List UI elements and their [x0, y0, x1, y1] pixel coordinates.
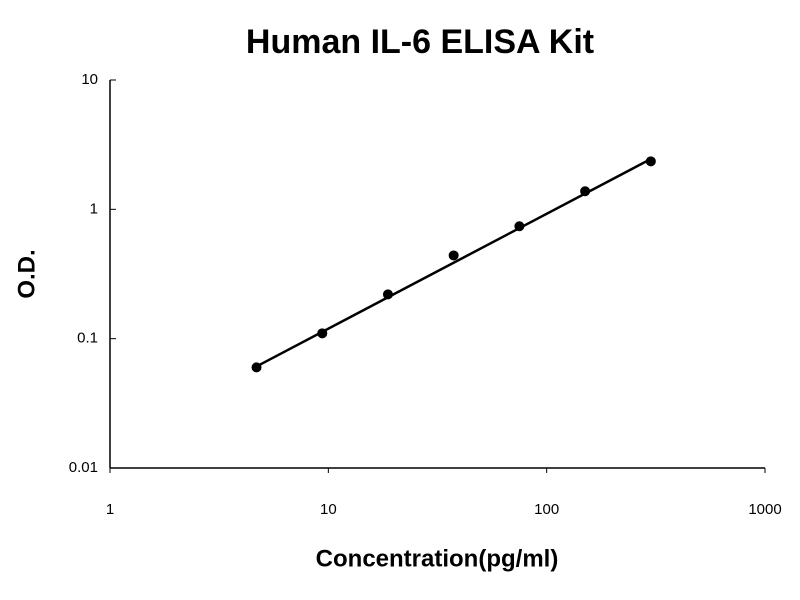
- x-tick-label: 10: [320, 501, 337, 518]
- x-tick-label: 1: [106, 501, 114, 518]
- y-tick-label: 0.1: [77, 330, 98, 347]
- data-point: [580, 186, 591, 197]
- y-tick-label: 10: [81, 71, 98, 88]
- y-tick-label: 1: [90, 200, 98, 217]
- y-tick-label: 0.01: [69, 459, 98, 476]
- trendline: [255, 157, 652, 368]
- x-axis-label: Concentration(pg/ml): [316, 545, 559, 572]
- data-point: [448, 250, 459, 261]
- data-point: [251, 362, 262, 373]
- data-point: [645, 156, 656, 167]
- x-tick-label: 1000: [748, 501, 781, 518]
- chart-title: Human IL-6 ELISA Kit: [246, 23, 594, 61]
- x-tick-label: 100: [534, 501, 559, 518]
- data-point: [382, 289, 393, 300]
- data-point: [317, 328, 328, 339]
- data-point: [514, 221, 525, 232]
- y-axis-label: O.D.: [13, 249, 40, 298]
